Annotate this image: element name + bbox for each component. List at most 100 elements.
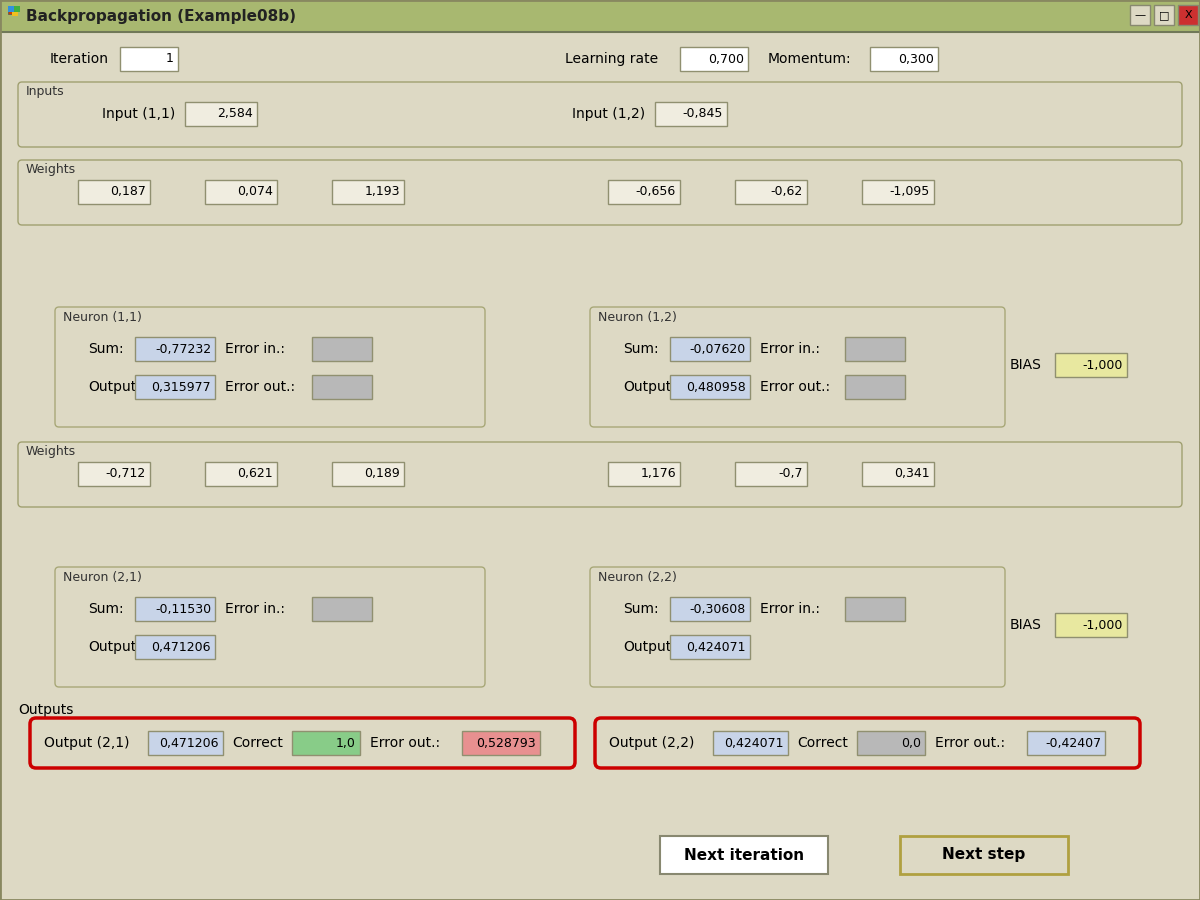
Text: -0,7: -0,7 (779, 467, 803, 481)
Text: 0,621: 0,621 (238, 467, 274, 481)
FancyBboxPatch shape (590, 567, 1006, 687)
Text: Next iteration: Next iteration (684, 848, 804, 862)
Text: 0,424071: 0,424071 (725, 736, 784, 750)
Text: BIAS: BIAS (1010, 618, 1042, 632)
Bar (1130, 5, 1150, 25)
Text: 1,193: 1,193 (365, 185, 400, 199)
Bar (134, 337, 215, 361)
Bar (862, 462, 934, 486)
Text: Outputs: Outputs (18, 703, 73, 717)
Bar (312, 375, 372, 399)
Text: -1,000: -1,000 (1082, 358, 1123, 372)
Text: -0,11530: -0,11530 (155, 602, 211, 616)
Text: Input (1,2): Input (1,2) (572, 107, 646, 121)
Text: 0,480958: 0,480958 (686, 381, 746, 393)
Bar (8, 6, 14, 12)
Bar (1027, 731, 1105, 755)
Text: -0,77232: -0,77232 (155, 343, 211, 356)
Text: 0,528793: 0,528793 (476, 736, 536, 750)
Text: -0,845: -0,845 (683, 107, 722, 121)
Bar (134, 635, 215, 659)
Bar (670, 597, 750, 621)
Bar (134, 597, 215, 621)
Text: -0,712: -0,712 (106, 467, 146, 481)
Bar (134, 375, 215, 399)
Text: 0,471206: 0,471206 (160, 736, 220, 750)
Text: Error out.:: Error out.: (370, 736, 440, 750)
Text: 0,471206: 0,471206 (151, 641, 211, 653)
FancyBboxPatch shape (18, 82, 1182, 147)
Text: 1,176: 1,176 (641, 467, 676, 481)
Text: —: — (1134, 10, 1146, 20)
FancyBboxPatch shape (55, 567, 485, 687)
Bar (12, 10, 18, 16)
FancyBboxPatch shape (55, 307, 485, 427)
Bar (78, 462, 150, 486)
Bar (870, 47, 938, 71)
Text: Sum:: Sum: (88, 342, 124, 356)
Text: 0,341: 0,341 (894, 467, 930, 481)
Text: Error out.:: Error out.: (226, 380, 295, 394)
Text: Next step: Next step (942, 848, 1026, 862)
Text: Input (1,1): Input (1,1) (102, 107, 175, 121)
Bar (332, 180, 404, 204)
Text: 0,700: 0,700 (708, 52, 744, 66)
Text: Sum:: Sum: (623, 342, 659, 356)
Bar (670, 375, 750, 399)
Text: Neuron (1,1): Neuron (1,1) (64, 310, 142, 323)
Bar (734, 180, 808, 204)
Bar (14, 6, 20, 12)
Bar (900, 836, 1068, 874)
Bar (205, 462, 277, 486)
Text: -0,42407: -0,42407 (1045, 736, 1102, 750)
FancyBboxPatch shape (595, 718, 1140, 768)
Text: Correct: Correct (797, 736, 848, 750)
Bar (655, 102, 727, 126)
Text: 0,074: 0,074 (238, 185, 274, 199)
Bar (845, 337, 905, 361)
Bar (1154, 5, 1174, 25)
Bar (1055, 613, 1127, 637)
Text: Momentum:: Momentum: (768, 52, 852, 66)
Bar (292, 731, 360, 755)
Text: Error out.:: Error out.: (760, 380, 830, 394)
Bar (670, 337, 750, 361)
Text: Error in.:: Error in.: (760, 602, 820, 616)
Text: Iteration: Iteration (50, 52, 109, 66)
Text: Output (2,2): Output (2,2) (610, 736, 695, 750)
Text: -1,095: -1,095 (889, 185, 930, 199)
Text: -1,000: -1,000 (1082, 618, 1123, 632)
Text: Output (2,1): Output (2,1) (44, 736, 130, 750)
Bar (845, 597, 905, 621)
Bar (312, 337, 372, 361)
Bar (185, 102, 257, 126)
Text: Sum:: Sum: (623, 602, 659, 616)
Text: Error out.:: Error out.: (935, 736, 1006, 750)
Text: □: □ (1159, 10, 1169, 20)
Text: 0,189: 0,189 (365, 467, 400, 481)
Bar (120, 47, 178, 71)
Text: 1,0: 1,0 (336, 736, 356, 750)
Bar (1055, 353, 1127, 377)
Text: X: X (1184, 10, 1192, 20)
Bar (862, 180, 934, 204)
Text: Error in.:: Error in.: (226, 342, 286, 356)
Bar (1178, 5, 1198, 25)
Text: Learning rate: Learning rate (565, 52, 658, 66)
Bar (608, 462, 680, 486)
Bar (148, 731, 223, 755)
Text: Output:: Output: (623, 640, 676, 654)
Bar (713, 731, 788, 755)
Text: 0,187: 0,187 (110, 185, 146, 199)
Bar (670, 635, 750, 659)
FancyBboxPatch shape (18, 160, 1182, 225)
Bar (845, 375, 905, 399)
Text: -0,656: -0,656 (636, 185, 676, 199)
Text: 1: 1 (166, 52, 174, 66)
Text: -0,07620: -0,07620 (690, 343, 746, 356)
Text: Error in.:: Error in.: (226, 602, 286, 616)
Text: Error in.:: Error in.: (760, 342, 820, 356)
Text: Weights: Weights (26, 446, 76, 458)
Text: Output:: Output: (88, 380, 140, 394)
Bar (205, 180, 277, 204)
